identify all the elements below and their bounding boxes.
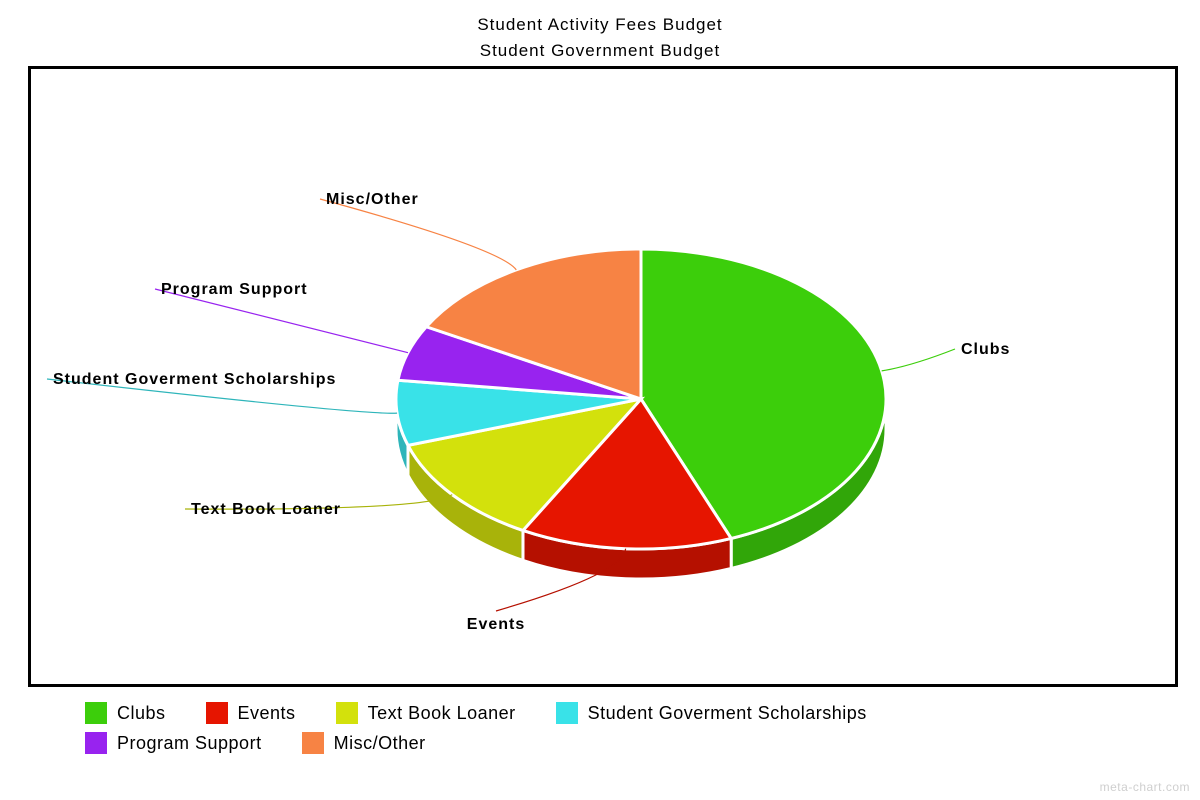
chart-legend: Clubs Events Text Book Loaner Student Gover…	[85, 702, 1115, 762]
legend-item: Student Goverment Scholarships	[556, 702, 867, 724]
slice-label: Text Book Loaner	[191, 501, 341, 518]
pie-top-faces	[396, 249, 886, 549]
callout-leader	[320, 199, 516, 270]
legend-row: Program Support Misc/Other	[85, 732, 1115, 754]
legend-swatch	[85, 702, 107, 724]
slice-label: Clubs	[961, 341, 1010, 358]
chart-titles: Student Activity Fees Budget Student Gov…	[0, 0, 1200, 63]
legend-swatch	[336, 702, 358, 724]
legend-swatch	[85, 732, 107, 754]
legend-label: Program Support	[117, 733, 262, 754]
legend-swatch	[556, 702, 578, 724]
legend-swatch	[206, 702, 228, 724]
legend-label: Student Goverment Scholarships	[588, 703, 867, 724]
legend-item: Text Book Loaner	[336, 702, 516, 724]
page-root: Student Activity Fees Budget Student Gov…	[0, 0, 1200, 800]
legend-row: Clubs Events Text Book Loaner Student Gover…	[85, 702, 1115, 724]
legend-label: Clubs	[117, 703, 166, 724]
pie-chart-svg: Clubs Events Text Book Loaner Student Gover…	[31, 69, 1175, 684]
legend-item: Clubs	[85, 702, 166, 724]
legend-label: Text Book Loaner	[368, 703, 516, 724]
callout-leader	[882, 349, 955, 371]
chart-border-box: Clubs Events Text Book Loaner Student Gover…	[28, 66, 1178, 687]
legend-item: Program Support	[85, 732, 262, 754]
callout-leader	[155, 289, 408, 353]
slice-label: Events	[467, 616, 525, 633]
legend-swatch	[302, 732, 324, 754]
legend-label: Events	[238, 703, 296, 724]
legend-item: Events	[206, 702, 296, 724]
slice-label: Student Goverment Scholarships	[53, 371, 336, 388]
slice-label: Program Support	[161, 281, 308, 298]
chart-title-line1: Student Activity Fees Budget	[0, 12, 1200, 38]
chart-title-line2: Student Government Budget	[0, 38, 1200, 64]
watermark-text: meta-chart.com	[1100, 780, 1190, 794]
legend-label: Misc/Other	[334, 733, 426, 754]
slice-label: Misc/Other	[326, 191, 419, 208]
legend-item: Misc/Other	[302, 732, 426, 754]
